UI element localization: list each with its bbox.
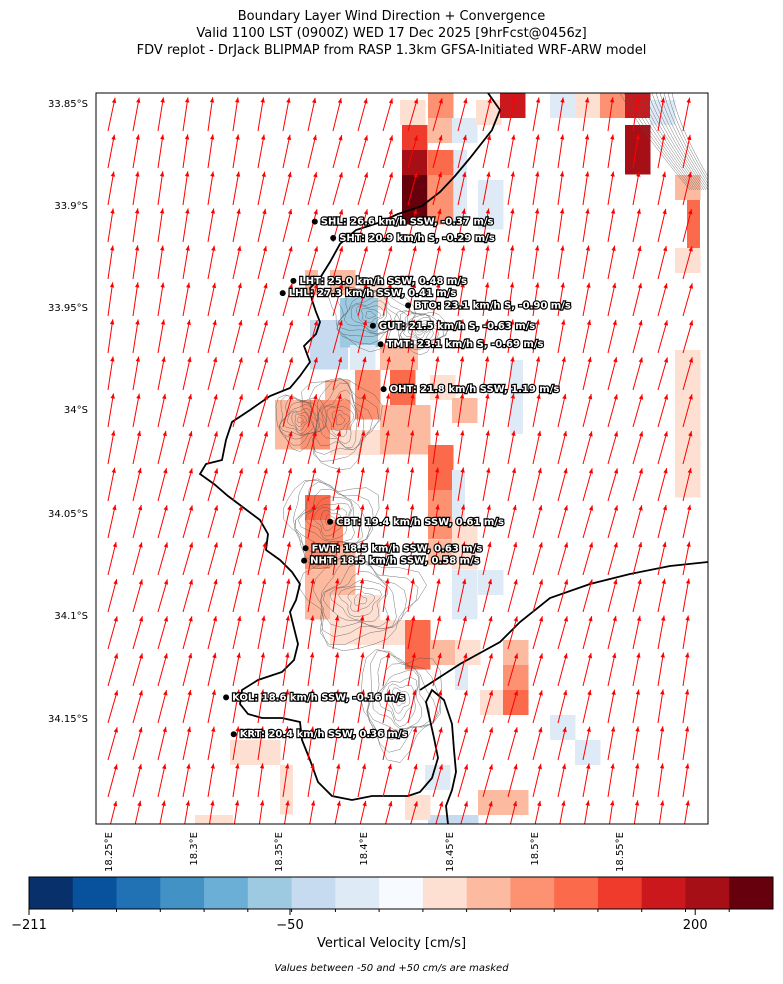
station-dot — [377, 341, 384, 348]
colorbar-swatch — [335, 877, 380, 909]
colorbar-swatch — [729, 877, 774, 909]
colorbar-swatch — [685, 877, 730, 909]
map-frame — [95, 92, 709, 825]
station-label: KOL: 18.6 km/h SSW, -0.16 m/s — [232, 692, 405, 703]
station-gut: GUT: 21.5 km/h S, -0.63 m/s — [369, 320, 537, 333]
station-bto: BTO: 23.1 km/h S, -0.90 m/s — [405, 299, 572, 313]
station-lhl: LHL: 27.3 km/h SSW, 0.41 m/s — [279, 287, 458, 300]
lat-label-33-90: 33.9°S — [54, 201, 88, 212]
wind-arrows — [107, 97, 708, 824]
colorbar-swatch — [597, 877, 643, 909]
station-dot — [330, 235, 337, 241]
colorbar-swatch — [510, 877, 555, 909]
mask-note: Values between -50 and +50 cm/s are mask… — [274, 963, 509, 974]
colorbar-swatch — [641, 877, 686, 909]
station-label: NHT: 18.5 km/h SSW, 0.58 m/s — [310, 556, 480, 567]
station-dot — [230, 731, 237, 738]
lat-label-33-95: 33.95°S — [48, 303, 88, 314]
station-nht: NHT: 18.5 km/h SSW, 0.58 m/s — [301, 554, 481, 568]
station-label: LHL: 27.3 km/h SSW, 0.41 m/s — [289, 288, 457, 299]
station-fwt: FWT: 18.5 km/h SSW, 0.63 m/s — [302, 542, 484, 555]
station-dot — [380, 386, 387, 393]
lat-label-33-85: 33.85°S — [48, 99, 88, 110]
station-markers: SHL: 26.6 km/h SSW, -0.37 m/s SHT: 20.9 k… — [223, 215, 572, 741]
colorbar — [28, 876, 774, 915]
lat-label-34-15: 34.15°S — [48, 714, 88, 725]
station-shl: SHL: 26.6 km/h SSW, -0.37 m/s — [311, 215, 495, 229]
station-tmt: TMT: 23.1 km/h S, -0.69 m/s — [377, 338, 545, 351]
station-dot — [327, 518, 334, 525]
terrain-contours — [275, 93, 708, 763]
station-dot — [223, 694, 230, 701]
map-title-line-3: FDV replot - DrJack BLIPMAP from RASP 1.… — [136, 43, 647, 58]
colorbar-swatch — [466, 877, 511, 909]
station-dot — [405, 302, 412, 309]
station-dot — [311, 218, 318, 225]
colorbar-tick-min: −211 — [11, 918, 47, 933]
colorbar-swatch — [160, 877, 205, 909]
colorbar-tick-mid: −50 — [276, 918, 304, 933]
colorbar-swatch — [29, 877, 74, 909]
map-title-line-2: Valid 1100 LST (0900Z) WED 17 Dec 2025 [… — [196, 26, 587, 41]
colorbar-swatch — [422, 877, 468, 909]
colorbar-swatch — [554, 877, 599, 909]
colorbar-swatch — [247, 877, 292, 909]
station-cbt: CBT: 19.4 km/h SSW, 0.61 m/s — [327, 516, 505, 529]
station-dot — [279, 290, 286, 297]
station-dot — [301, 557, 308, 564]
station-label: SHT: 20.9 km/h S, -0.29 m/s — [339, 233, 495, 244]
colorbar-swatch — [291, 877, 336, 909]
station-kol: KOL: 18.6 km/h SSW, -0.16 m/s — [223, 691, 406, 705]
station-label: FWT: 18.5 km/h SSW, 0.63 m/s — [312, 543, 483, 554]
station-dot — [369, 322, 376, 329]
colorbar-label: Vertical Velocity [cm/s] — [316, 936, 467, 951]
station-dot — [290, 277, 297, 284]
map-title-line-1: Boundary Layer Wind Direction + Converge… — [237, 9, 546, 24]
coastline — [198, 93, 708, 824]
lat-label-34-10: 34.1°S — [54, 611, 88, 622]
lat-label-34-05: 34.05°S — [48, 509, 88, 520]
station-label: LHT: 25.0 km/h SSW, 0.48 m/s — [299, 276, 467, 287]
station-dot — [302, 545, 309, 552]
station-label: SHL: 26.6 km/h SSW, -0.37 m/s — [321, 217, 494, 228]
vertical-velocity-cells — [195, 93, 701, 824]
station-label: BTO: 23.1 km/h S, -0.90 m/s — [414, 300, 571, 311]
station-krt: KRT: 20.4 km/h SSW, 0.36 m/s — [230, 728, 409, 741]
station-label: OHT: 21.8 km/h SSW, 1.19 m/s — [390, 384, 560, 395]
station-sht: SHT: 20.9 km/h S, -0.29 m/s — [330, 232, 496, 245]
station-label: TMT: 23.1 km/h S, -0.69 m/s — [387, 339, 544, 350]
colorbar-tick-high: 200 — [682, 918, 708, 933]
station-lht: LHT: 25.0 km/h SSW, 0.48 m/s — [290, 275, 468, 288]
colorbar-swatch — [72, 877, 117, 909]
station-label: CBT: 19.4 km/h SSW, 0.61 m/s — [336, 517, 504, 528]
colorbar-swatch — [204, 877, 249, 909]
station-oht: OHT: 21.8 km/h SSW, 1.19 m/s — [380, 383, 561, 396]
colorbar-swatch — [116, 877, 161, 909]
lat-label-34-00: 34°S — [63, 405, 88, 416]
colorbar-swatch — [379, 877, 424, 909]
station-label: GUT: 21.5 km/h S, -0.63 m/s — [379, 321, 535, 332]
station-label: KRT: 20.4 km/h SSW, 0.36 m/s — [240, 729, 408, 740]
